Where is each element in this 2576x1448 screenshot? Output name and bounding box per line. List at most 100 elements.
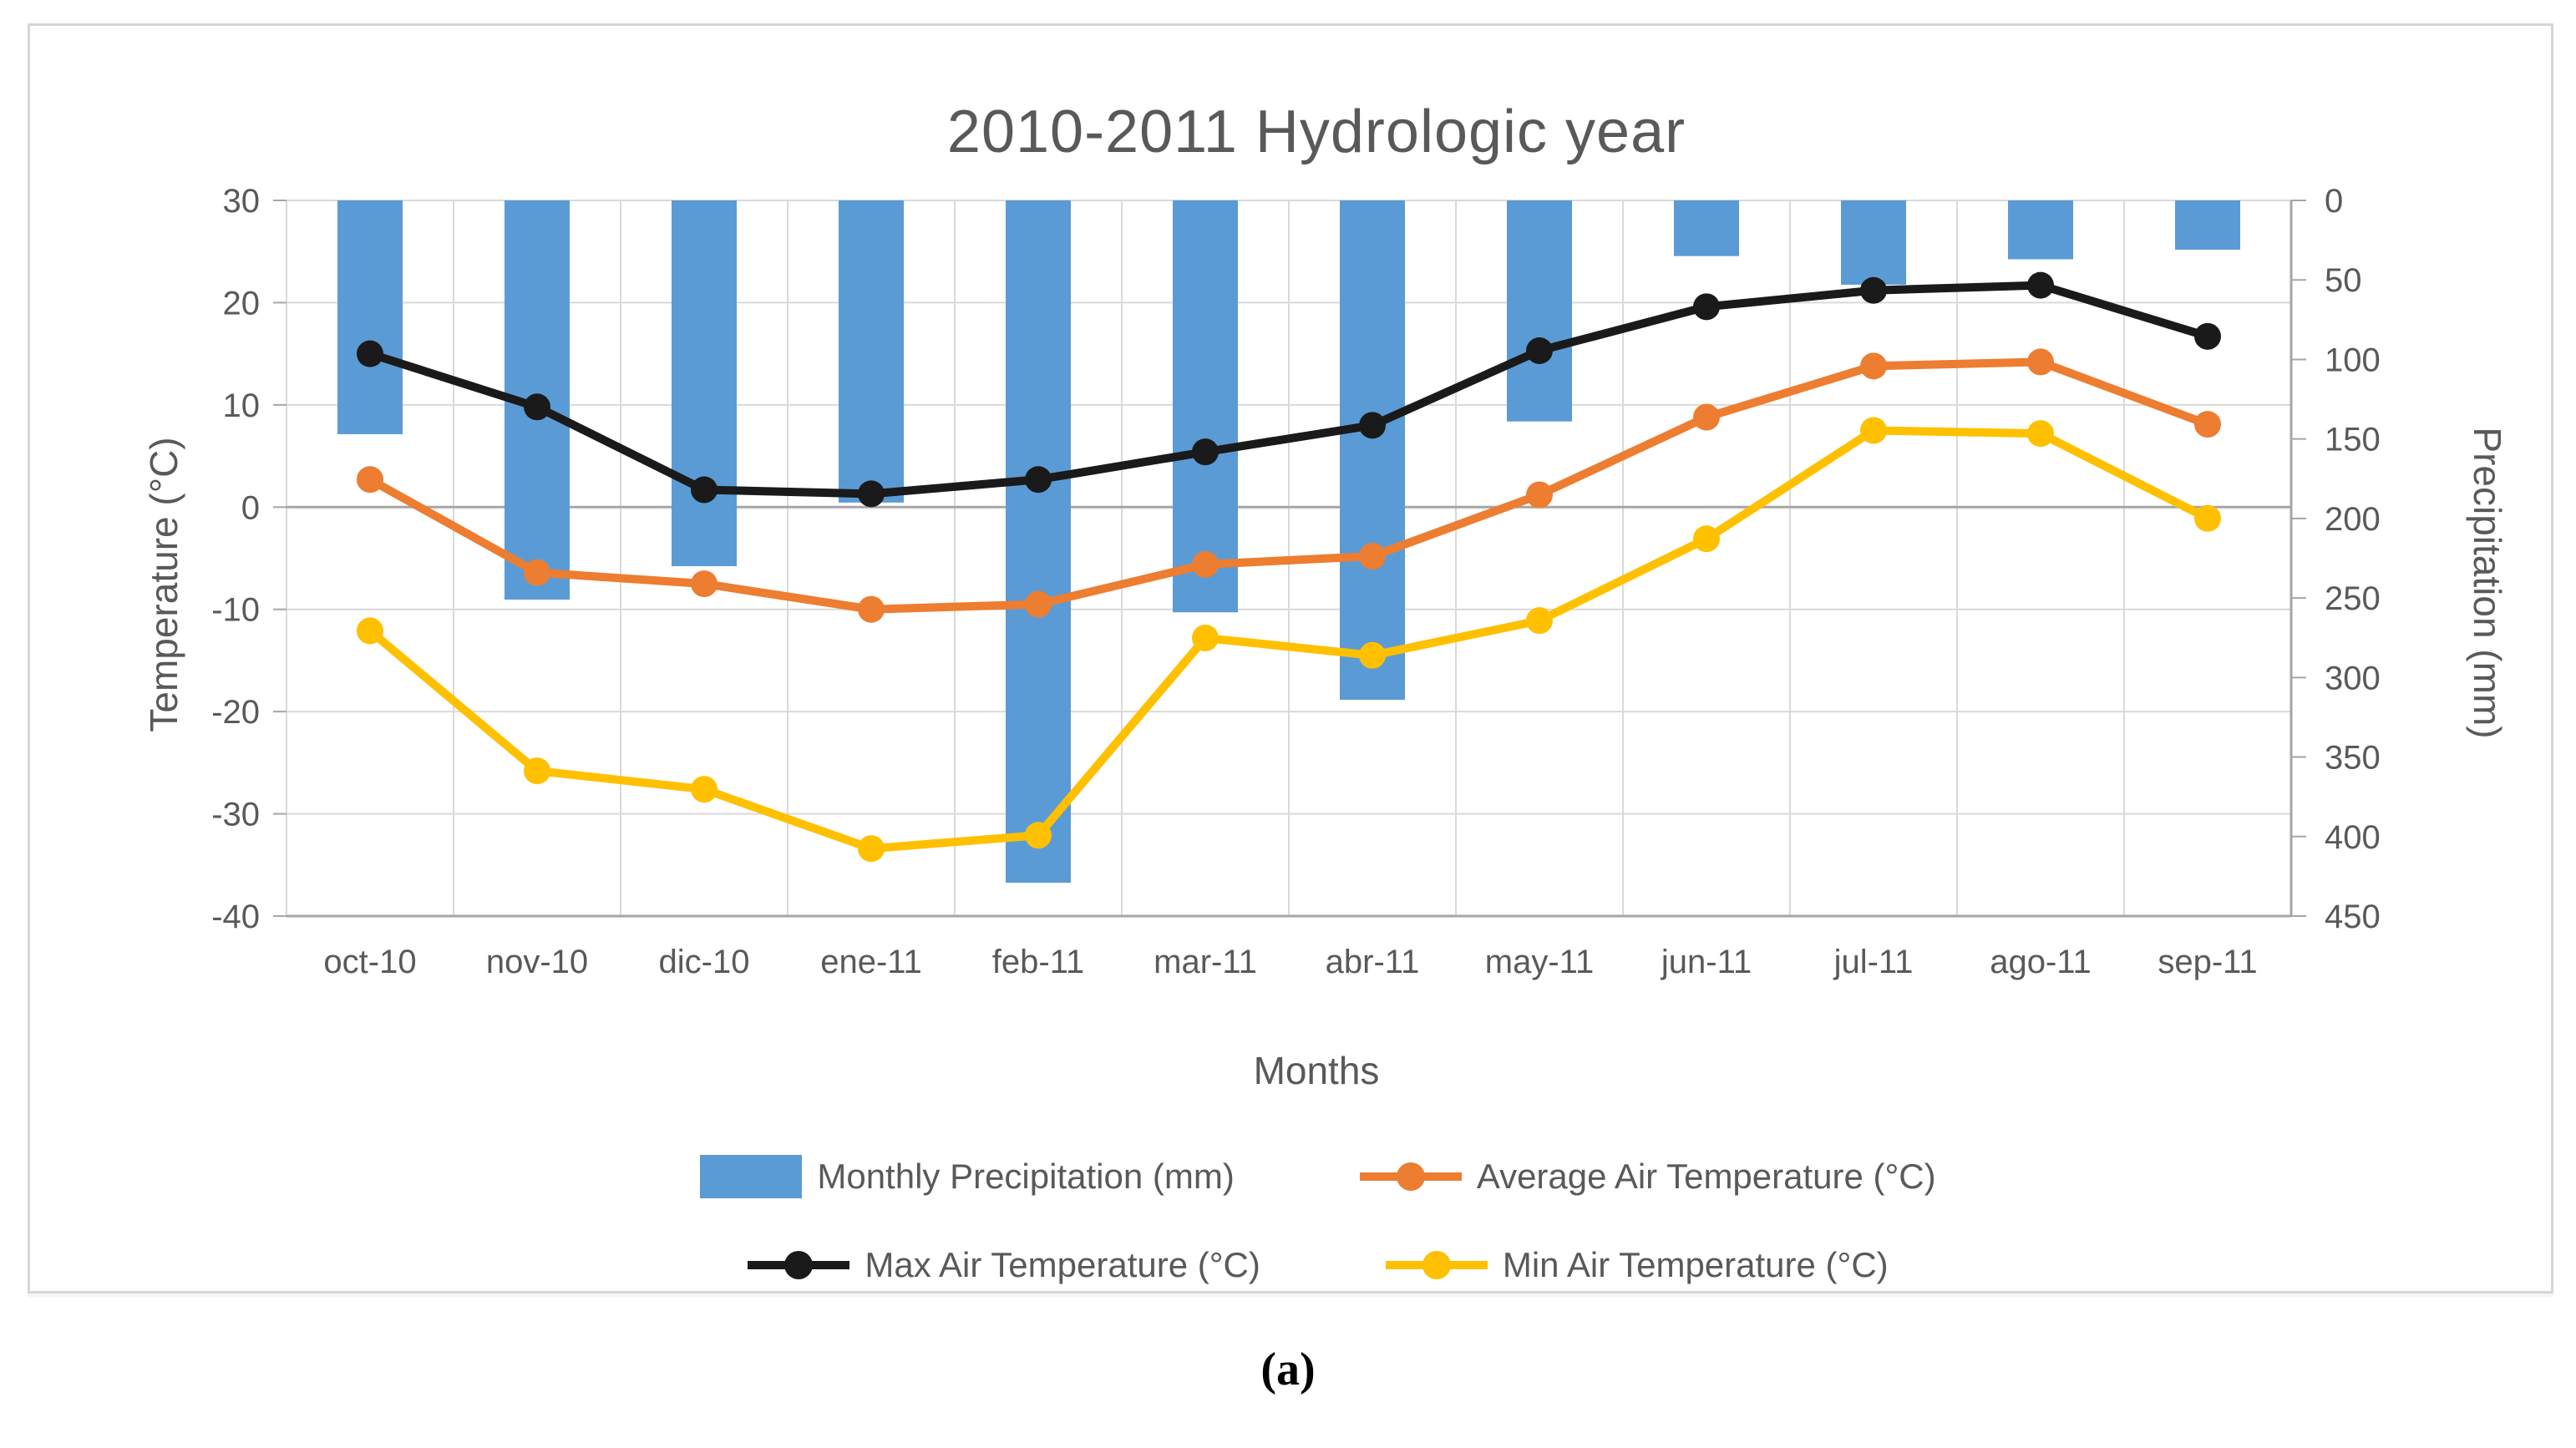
precipitation-bar xyxy=(839,200,904,503)
legend-item-average-temp: Average Air Temperature (°C) xyxy=(1359,1155,1936,1198)
x-axis-tick-label: jul-11 xyxy=(1833,944,1914,980)
data-point-marker xyxy=(1860,417,1887,444)
max-temp-swatch-icon xyxy=(748,1243,850,1287)
data-point-marker xyxy=(1526,337,1553,364)
data-point-marker xyxy=(858,480,885,508)
right-axis-tick-label: 400 xyxy=(2325,819,2381,856)
data-point-marker xyxy=(1526,607,1553,635)
figure-caption: (a) xyxy=(1260,1344,1316,1395)
data-point-marker xyxy=(1359,641,1386,669)
precipitation-bar xyxy=(2175,200,2240,251)
x-axis-tick-label: sep-11 xyxy=(2158,944,2257,980)
x-axis-tick-label: may-11 xyxy=(1485,944,1594,980)
left-axis-tick-label: 10 xyxy=(223,387,261,424)
data-point-marker xyxy=(357,340,383,367)
precipitation-bar xyxy=(1340,200,1405,700)
data-point-marker xyxy=(524,757,550,785)
left-axis-tick-label: -30 xyxy=(211,797,260,833)
right-axis-tick-label: 50 xyxy=(2325,262,2362,299)
data-point-marker xyxy=(2027,420,2054,448)
precipitation-bar xyxy=(2008,200,2073,260)
data-point-marker xyxy=(1693,525,1720,553)
data-point-marker xyxy=(2194,322,2221,350)
data-point-marker xyxy=(357,466,383,494)
x-axis-tick-label: mar-11 xyxy=(1154,944,1257,980)
chart-title: 2010-2011 Hydrologic year xyxy=(946,99,1686,165)
left-axis-tick-label: -20 xyxy=(211,694,260,731)
x-axis-tick-label: jun-11 xyxy=(1661,944,1752,980)
right-axis-title: Precipitation (mm) xyxy=(2466,427,2509,739)
left-axis-tick-label: 0 xyxy=(241,489,260,526)
chart-panel: 2010-2011 Hydrologic year 30 20 10 0 -10 -20-… xyxy=(28,23,2553,1294)
left-axis-tick-label: -10 xyxy=(211,592,260,629)
left-axis-tick-label: -40 xyxy=(211,899,260,935)
average-temp-swatch-icon xyxy=(1359,1155,1462,1198)
data-point-marker xyxy=(691,776,718,803)
data-point-marker xyxy=(1192,624,1219,651)
data-point-marker xyxy=(1526,481,1553,509)
line-series xyxy=(368,281,2209,499)
x-axis-title: Months xyxy=(1253,1049,1380,1092)
right-axis-tick-label: 450 xyxy=(2325,899,2381,935)
data-point-marker xyxy=(2027,348,2054,376)
data-point-marker xyxy=(1860,276,1887,304)
min-temp-swatch-icon xyxy=(1385,1243,1488,1287)
x-axis-tick-label: ago-11 xyxy=(1990,944,2092,980)
x-axis-tick-label: dic-10 xyxy=(659,944,750,980)
plot-area: 3020100-10-20-30-40050100150200250300350… xyxy=(211,183,2381,980)
precipitation-bar xyxy=(1674,200,1739,256)
legend-label: Min Air Temperature (°C) xyxy=(1502,1245,1889,1284)
precipitation-bar xyxy=(1006,200,1071,883)
data-point-marker xyxy=(524,393,550,421)
precipitation-bar xyxy=(1173,200,1238,613)
line-series xyxy=(368,357,2209,614)
data-point-marker xyxy=(2194,504,2221,532)
x-axis-tick-label: ene-11 xyxy=(820,944,922,980)
precipitation-bar xyxy=(672,200,737,567)
data-point-marker xyxy=(1693,293,1720,321)
legend-item-precipitation: Monthly Precipitation (mm) xyxy=(700,1155,1235,1198)
left-axis-tick-label: 30 xyxy=(223,183,261,220)
data-point-marker xyxy=(1025,590,1052,618)
data-point-marker xyxy=(524,559,550,586)
data-point-marker xyxy=(858,835,885,863)
data-point-marker xyxy=(1693,403,1720,431)
left-axis-tick-label: 20 xyxy=(223,285,261,321)
x-axis-tick-label: feb-11 xyxy=(992,944,1084,980)
legend-item-max-temp: Max Air Temperature (°C) xyxy=(748,1243,1260,1287)
left-axis-title: Temperature (°C) xyxy=(142,437,185,732)
data-point-marker xyxy=(691,570,718,598)
data-point-marker xyxy=(1860,352,1887,380)
legend-row-2: Max Air Temperature (°C) Min Air Tempera… xyxy=(30,1243,2576,1287)
precipitation-swatch-icon xyxy=(700,1155,803,1198)
data-point-marker xyxy=(1192,550,1219,578)
right-axis-tick-label: 250 xyxy=(2325,580,2381,617)
data-point-marker xyxy=(2027,271,2054,299)
x-axis-tick-label: nov-10 xyxy=(486,944,588,980)
right-axis-tick-label: 300 xyxy=(2325,660,2381,696)
right-axis-tick-label: 0 xyxy=(2325,183,2343,220)
right-axis-tick-label: 350 xyxy=(2325,740,2381,777)
line-series xyxy=(367,426,2210,853)
data-point-marker xyxy=(1025,466,1052,494)
data-point-marker xyxy=(1025,822,1052,849)
precipitation-bar xyxy=(1507,200,1572,422)
legend-label: Average Air Temperature (°C) xyxy=(1476,1157,1936,1196)
data-point-marker xyxy=(2194,411,2221,438)
right-axis-tick-label: 150 xyxy=(2325,422,2381,458)
x-axis-tick-label: abr-11 xyxy=(1326,944,1420,980)
data-point-marker xyxy=(1359,543,1386,570)
legend-row-1: Monthly Precipitation (mm) Average Air T… xyxy=(30,1155,2576,1198)
data-point-marker xyxy=(1192,438,1219,466)
data-point-marker xyxy=(858,595,885,623)
legend-item-min-temp: Min Air Temperature (°C) xyxy=(1385,1243,1889,1287)
legend-label: Max Air Temperature (°C) xyxy=(865,1245,1260,1284)
x-axis-tick-label: oct-10 xyxy=(323,944,416,980)
right-axis-tick-label: 100 xyxy=(2325,342,2381,378)
precipitation-bar xyxy=(337,200,403,434)
legend-label: Monthly Precipitation (mm) xyxy=(817,1157,1235,1196)
data-point-marker xyxy=(357,617,383,645)
right-axis-tick-label: 200 xyxy=(2325,501,2381,538)
data-point-marker xyxy=(691,476,718,504)
data-point-marker xyxy=(1359,412,1386,439)
